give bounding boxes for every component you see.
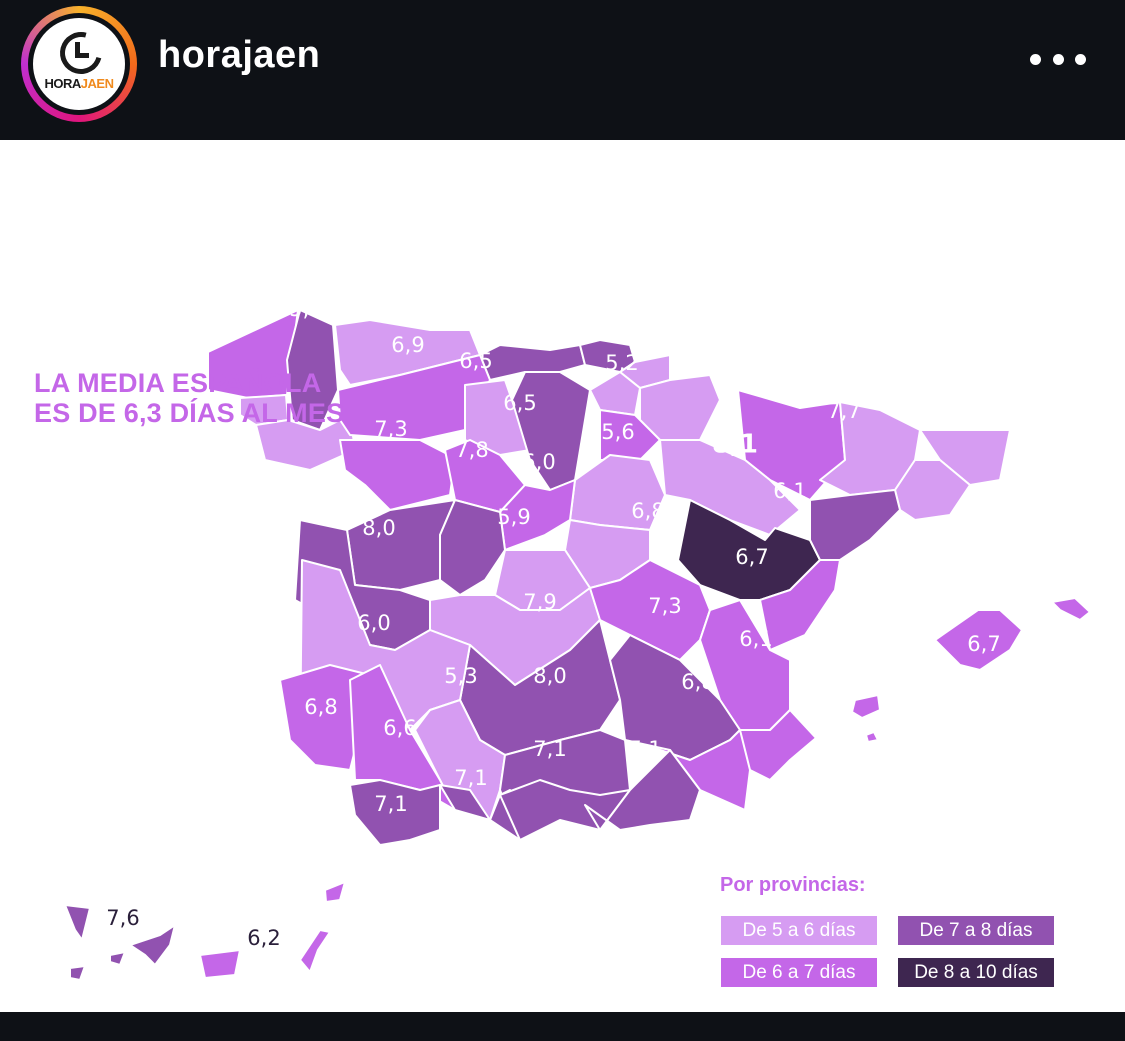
- province-region: [599, 409, 661, 461]
- province-value-label: 6,8: [631, 499, 664, 523]
- province-value-label: 6,6: [383, 716, 416, 740]
- province-value-label: 6,5: [503, 391, 536, 415]
- clock-hand-icon: [75, 42, 80, 56]
- province-value-label: 7,0: [223, 212, 256, 236]
- province-value-label: 5,9: [497, 505, 530, 529]
- province-region: [499, 479, 576, 551]
- province-value-label: 8,0: [362, 516, 395, 540]
- legend-item-8-10: De 8 a 10 días: [898, 958, 1054, 987]
- province-value-label: 5,6: [473, 286, 506, 310]
- province-value-label: 5,2: [605, 351, 638, 375]
- province-value-label: 7,1: [454, 766, 487, 790]
- province-value-label: 6,1: [394, 261, 427, 285]
- island-shape: [851, 694, 881, 719]
- province-value-label: 6,0: [388, 197, 421, 221]
- province-value-label: 6,1: [599, 287, 632, 311]
- province-region: [589, 371, 641, 416]
- province-region: [439, 784, 521, 841]
- island-shape: [299, 929, 331, 973]
- province-value-label: 7,6: [106, 906, 139, 930]
- more-options-icon[interactable]: [1030, 52, 1086, 66]
- province-value-label: 5,3: [607, 248, 640, 272]
- province-value-label: 6,2: [247, 926, 280, 950]
- headline: LA MEDIA ESPAÑOLA ES DE 6,3 DÍAS AL MES: [34, 368, 344, 428]
- province-value-label: 5,6: [601, 420, 634, 444]
- island-shape: [324, 881, 346, 903]
- province-value-label: 6,8: [304, 695, 337, 719]
- province-value-label: 6,8: [681, 670, 714, 694]
- province-region: [934, 609, 1023, 671]
- province-region: [659, 439, 801, 536]
- legend-title: Por provincias:: [720, 874, 866, 896]
- province-value-label: 7,7: [300, 225, 333, 249]
- legend-item-7-8: De 7 a 8 días: [898, 916, 1054, 945]
- province-region: [639, 374, 721, 441]
- legend-item-5-6: De 5 a 6 días: [721, 916, 877, 945]
- province-region: [894, 459, 971, 521]
- province-value-label: 5,7: [912, 345, 945, 369]
- island-shape: [1051, 597, 1091, 621]
- island-shape: [865, 731, 879, 743]
- province-value-label: 6,0: [522, 450, 555, 474]
- province-region: [439, 499, 506, 596]
- post-header: HORAJAEN horajaen: [0, 0, 1125, 140]
- province-value-label: 7,9: [523, 590, 556, 614]
- province-value-label: 6,5: [459, 349, 492, 373]
- province-value-label: 6,4: [774, 298, 807, 322]
- province-value-label: 7,3: [648, 594, 681, 618]
- province-region: [759, 559, 841, 651]
- island-shape: [69, 965, 86, 981]
- province-region: [346, 499, 456, 591]
- province-value-label: 5,9: [664, 288, 697, 312]
- horajaen-logo: HORAJAEN: [33, 18, 125, 110]
- province-region: [919, 429, 1011, 486]
- username[interactable]: horajaen: [158, 34, 321, 76]
- province-value-label: 6,9: [391, 333, 424, 357]
- legend-item-6-7: De 6 a 7 días: [721, 958, 877, 987]
- province-value-label: 6,1: [773, 479, 806, 503]
- province-value-label: 8,0: [533, 664, 566, 688]
- story-ring[interactable]: HORAJAEN: [21, 6, 137, 122]
- clock-hand-icon: [75, 53, 89, 58]
- province-region: [584, 749, 701, 831]
- spain-map: 7,07,76,07,3 7,16,06,05,56,15,6 7,75,35,96…: [64, 197, 1091, 981]
- headline-line-1: LA MEDIA ESPAÑOLA: [34, 368, 322, 398]
- bottom-bar: [0, 1012, 1125, 1041]
- province-value-label: 7,3: [503, 212, 536, 236]
- province-region: [511, 371, 591, 491]
- province-value-label: 6,7: [735, 545, 768, 569]
- province-region: [349, 779, 441, 846]
- province-value-label: 7,3: [374, 417, 407, 441]
- island-shape: [129, 924, 176, 966]
- province-value-label: 5,3: [444, 664, 477, 688]
- province-value-label: 7,1: [628, 737, 661, 761]
- province-value-label: 7,7: [827, 399, 860, 423]
- province-value-label: 5,8: [851, 316, 884, 340]
- province-value-label: 6,0: [236, 257, 269, 281]
- province-value-label: 5,7: [696, 354, 729, 378]
- province-value-label: 7,1: [595, 208, 628, 232]
- headline-line-2: ES DE 6,3 DÍAS AL MES: [34, 398, 345, 428]
- province-value-label: 8,1: [712, 430, 758, 460]
- province-value-label: 7,1: [533, 737, 566, 761]
- province-value-label: 7,8: [455, 438, 488, 462]
- avatar[interactable]: HORAJAEN: [28, 13, 130, 115]
- province-region: [199, 949, 241, 979]
- logo-wordmark: HORAJAEN: [44, 76, 114, 91]
- province-value-label: 6,1: [739, 627, 772, 651]
- province-value-label: 6,0: [357, 611, 390, 635]
- province-region: [339, 439, 456, 511]
- province-value-label: 5,0: [957, 299, 1003, 329]
- province-value-label: 6,0: [634, 221, 667, 245]
- province-value-label: 6,7: [967, 632, 1000, 656]
- province-region: [64, 904, 91, 941]
- province-value-label: 5,5: [289, 297, 322, 321]
- province-value-label: 7,1: [374, 792, 407, 816]
- province-value-label: 7,7: [537, 288, 570, 312]
- post-image: 7,0 7,7 6,0 7,3 7,1 6,0 6,0 5,5 6,1 5,6 7,7 5,3 5,9 6…: [0, 140, 1125, 1012]
- province-region: [809, 489, 901, 561]
- island-shape: [109, 951, 126, 966]
